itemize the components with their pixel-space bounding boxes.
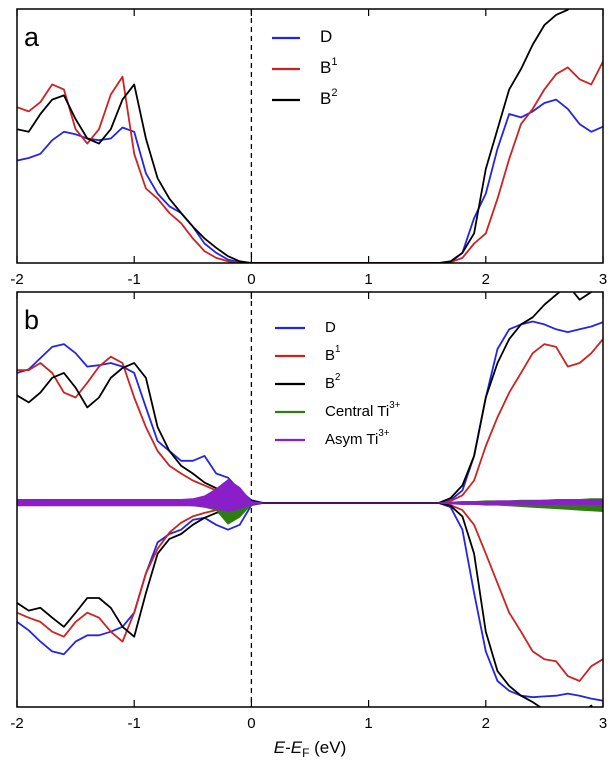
dos-line	[17, 61, 603, 263]
x-axis-label-part: F	[302, 746, 309, 760]
plot-frame	[16, 8, 604, 264]
legend-name: B	[320, 89, 331, 108]
x-axis-label-part: E	[274, 738, 286, 757]
legend-sup: 2	[331, 87, 337, 99]
x-tick-label: 1	[364, 715, 372, 732]
x-axis-label-part: E	[291, 738, 303, 757]
dos-area	[17, 502, 603, 513]
legend-label: D	[325, 319, 336, 336]
legend-label: B1	[320, 56, 338, 78]
legend-sup: 1	[335, 344, 340, 355]
legend-label: Asym Ti3+	[325, 428, 390, 448]
legend-label: Central Ti3+	[325, 400, 401, 420]
dos-line	[17, 292, 594, 504]
x-tick-label: 2	[482, 715, 490, 732]
x-tick-label: -2	[10, 271, 23, 288]
legend-label: D	[320, 27, 332, 46]
x-tick-label: -2	[10, 715, 23, 732]
x-axis-label-part: -	[285, 738, 291, 757]
x-tick-label: 1	[364, 271, 372, 288]
legend-label: B2	[320, 87, 338, 109]
x-tick-label: -1	[128, 271, 141, 288]
plot-frame	[16, 291, 604, 708]
x-tick-label: 0	[247, 271, 255, 288]
x-axis-label-part: (eV)	[309, 738, 346, 757]
legend-name: B	[320, 58, 331, 77]
legend-sup: 2	[335, 372, 340, 383]
dos-line	[17, 98, 603, 263]
x-tick-label: 3	[599, 271, 607, 288]
legend-name: D	[320, 27, 332, 46]
legend-name: B	[325, 375, 335, 392]
legend-sup: 3+	[378, 428, 389, 439]
plot-area	[17, 9, 603, 263]
dos-area	[17, 479, 603, 504]
legend-name: Central Ti	[325, 403, 389, 420]
x-tick-label: 3	[599, 715, 607, 732]
legend-name: D	[325, 319, 336, 336]
legend-name: Asym Ti	[325, 431, 378, 448]
legend-label: B1	[325, 344, 340, 364]
panel-label: a	[24, 22, 40, 52]
panel-label: b	[24, 305, 39, 335]
legend-name: B	[325, 347, 335, 364]
x-tick-label: 0	[247, 715, 255, 732]
legend-sup: 3+	[389, 400, 400, 411]
legend-label: B2	[325, 372, 340, 392]
dos-line	[17, 502, 594, 707]
x-tick-label: 2	[482, 271, 490, 288]
x-axis-label: E-EF (eV)	[274, 738, 347, 760]
dos-line	[17, 502, 603, 682]
plot-area	[17, 292, 603, 707]
x-tick-label: -1	[128, 715, 141, 732]
dos-line	[17, 320, 603, 504]
legend-sup: 1	[331, 56, 337, 68]
dos-line	[17, 9, 570, 263]
